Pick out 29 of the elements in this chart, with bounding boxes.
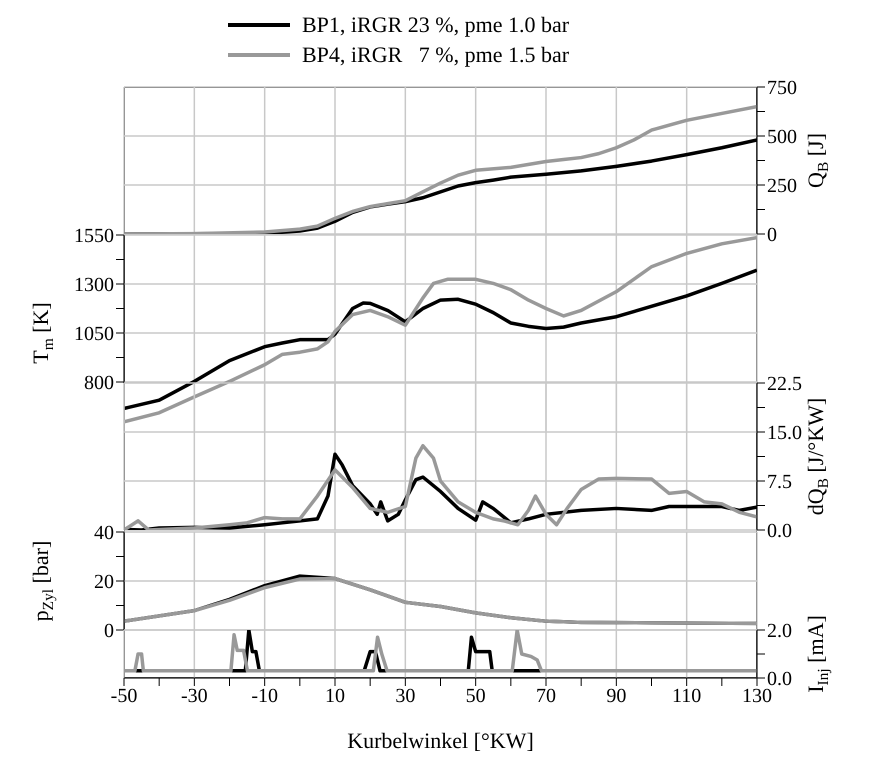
x-tick-label: 130	[742, 685, 772, 708]
y-tick-label: 1050	[74, 323, 114, 346]
y-tick-label: 800	[84, 372, 114, 394]
legend-label: BP4, iRGR 7 %, pme 1.5 bar	[302, 42, 570, 68]
y-tick-label: 40	[94, 522, 114, 544]
x-tick-label: -10	[251, 685, 278, 708]
y2-tick-label: 0	[767, 224, 777, 246]
y2-tick-label: 0.0	[767, 520, 792, 542]
x-tick-label: -30	[180, 685, 208, 708]
y2-tick-label: 15.0	[767, 422, 802, 444]
y2-tick-label: 750	[767, 77, 797, 100]
x-tick-label: 10	[325, 685, 345, 708]
legend-label: BP1, iRGR 23 %, pme 1.0 bar	[302, 12, 570, 38]
x-axis-title: Kurbelwinkel [°KW]	[347, 728, 534, 753]
y2-tick-label: 2.0	[767, 620, 792, 642]
x-tick-label: 110	[672, 685, 702, 708]
x-tick-label: 50	[466, 685, 486, 708]
y2-tick-label: 500	[767, 126, 797, 148]
x-tick-label: 30	[395, 685, 416, 708]
y2-tick-label: 22.5	[767, 373, 802, 396]
y-tick-label: 1550	[74, 225, 114, 248]
x-tick-label: 90	[606, 685, 626, 708]
y2-tick-label: 7.5	[767, 471, 792, 494]
x-tick-label: 70	[536, 685, 556, 708]
y-tick-label: 20	[94, 571, 114, 594]
y-tick-label: 1300	[74, 274, 114, 296]
y2-tick-label: 250	[767, 175, 797, 198]
x-tick-label: -50	[110, 685, 138, 708]
y-tick-label: 0	[104, 620, 114, 642]
